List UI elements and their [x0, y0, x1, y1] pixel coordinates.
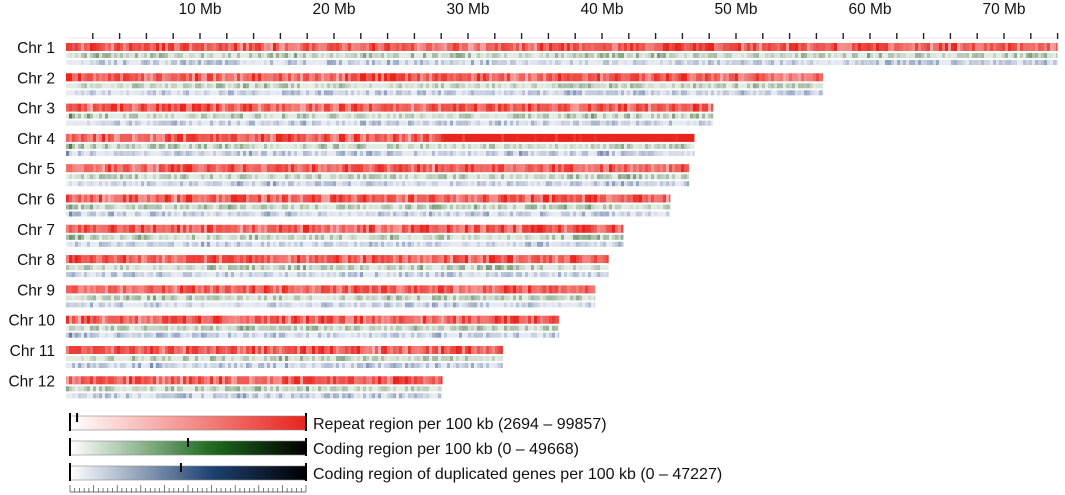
- track-background: [66, 356, 503, 361]
- chromosome-track: [66, 53, 1058, 58]
- chromosome-row: Chr 6: [17, 192, 671, 217]
- chromosome-track: [66, 43, 1058, 51]
- chromosome-label: Chr 2: [17, 70, 55, 87]
- track-background: [66, 272, 609, 278]
- chromosome-track: [66, 332, 560, 338]
- legend-entry: Coding region of duplicated genes per 10…: [69, 463, 722, 483]
- legend-gradient-bar: [69, 465, 307, 481]
- chromosome-row: Chr 8: [17, 252, 609, 278]
- chromosome-label: Chr 12: [8, 373, 55, 390]
- chromosome-row: Chr 12: [8, 373, 443, 399]
- chromosome-track: [66, 103, 714, 112]
- chromosome-row: Chr 11: [10, 343, 503, 368]
- chromosome-track: [66, 325, 560, 331]
- track-background: [66, 143, 695, 149]
- chromosome-label: Chr 4: [17, 131, 55, 148]
- chromosome-track: [66, 181, 690, 187]
- chromosome-label: Chr 5: [17, 161, 55, 178]
- color-legend: Repeat region per 100 kb (2694 – 99857) C…: [69, 413, 722, 493]
- track-background: [66, 60, 1058, 65]
- chromosome-track: [66, 194, 671, 203]
- legend-entry: Coding region per 100 kb (0 – 49668): [69, 438, 579, 458]
- axis-tick-label: 60 Mb: [848, 1, 891, 18]
- chromosome-label: Chr 7: [17, 222, 55, 239]
- track-background: [66, 363, 503, 368]
- chromosome-track: [66, 265, 609, 271]
- chromosome-row: Chr 2: [17, 70, 824, 96]
- chromosome-track: [66, 386, 443, 392]
- chromosome-track: [66, 224, 624, 233]
- legend-entry: Repeat region per 100 kb (2694 – 99857): [69, 413, 607, 433]
- legend-label: Coding region per 100 kb (0 – 49668): [313, 441, 579, 458]
- track-background: [66, 332, 560, 338]
- chromosome-track: [66, 73, 824, 82]
- chromosome-row: Chr 1: [17, 40, 1058, 65]
- chromosome-track: [66, 204, 671, 210]
- chromosome-track: [66, 346, 503, 354]
- chromosome-track: [66, 150, 695, 156]
- chromosome-track: [66, 241, 624, 247]
- chromosome-label: Chr 9: [17, 282, 55, 299]
- chromosome-track: [66, 393, 443, 399]
- legend-label: Coding region of duplicated genes per 10…: [313, 466, 722, 483]
- chromosome-row: Chr 9: [17, 282, 596, 308]
- axis-tick-label: 70 Mb: [982, 1, 1025, 18]
- chromosome-track: [66, 133, 695, 142]
- legend-gradient-bar: [69, 415, 307, 431]
- chromosome-row: Chr 5: [17, 161, 690, 187]
- chromosome-track: [66, 376, 443, 385]
- track-background: [66, 234, 624, 240]
- chromosome-track: [66, 164, 690, 173]
- chromosome-label: Chr 1: [17, 40, 55, 57]
- chromosome-label: Chr 6: [17, 192, 55, 209]
- chromosome-row: Chr 10: [8, 313, 560, 338]
- chromosome-label: Chr 10: [8, 313, 55, 330]
- chromosome-row: Chr 4: [17, 131, 695, 156]
- chromosome-label: Chr 11: [10, 343, 55, 360]
- chromosome-track: [66, 113, 714, 119]
- legend-label: Repeat region per 100 kb (2694 – 99857): [313, 416, 607, 433]
- axis-tick-label: 50 Mb: [714, 1, 757, 18]
- chromosome-label: Chr 3: [17, 101, 55, 118]
- chromosome-track: [66, 302, 596, 308]
- chromosome-track: [66, 60, 1058, 65]
- chromosome-track: [66, 315, 560, 324]
- chromosome-track: [66, 272, 609, 278]
- chromosome-row: Chr 7: [17, 222, 624, 247]
- track-background: [66, 204, 671, 210]
- chromosome-track: [66, 356, 503, 361]
- chromosome-track: [66, 363, 503, 368]
- chromosome-track: [66, 143, 695, 149]
- chromosome-track: [66, 120, 714, 126]
- mb-axis: 10 Mb 20 Mb 30 Mb 40 Mb 50 Mb 60 Mb 70 Mb: [66, 1, 1059, 39]
- chromosome-track: [66, 90, 824, 96]
- axis-tick-label: 30 Mb: [446, 1, 489, 18]
- chromosome-track: [66, 83, 824, 89]
- chromosome-track: [66, 211, 671, 217]
- legend-scale-ruler: [69, 485, 307, 493]
- chromosome-track: [66, 234, 624, 240]
- chromosome-tracks: Chr 1 Chr 2 Chr 3 Chr 4 Chr 5 Chr 6 Chr 7 Chr 8…: [8, 40, 1058, 399]
- chromosome-track: [66, 285, 596, 294]
- chromosome-track: [66, 295, 596, 301]
- track-background: [66, 295, 596, 301]
- axis-tick-label: 40 Mb: [580, 1, 623, 18]
- chromosome-track: [66, 174, 690, 180]
- axis-tick-label: 20 Mb: [312, 1, 355, 18]
- chromosome-track: [66, 255, 609, 264]
- chromosome-row: Chr 3: [17, 101, 714, 126]
- axis-tick-label: 10 Mb: [178, 1, 221, 18]
- chromosome-label: Chr 8: [17, 252, 55, 269]
